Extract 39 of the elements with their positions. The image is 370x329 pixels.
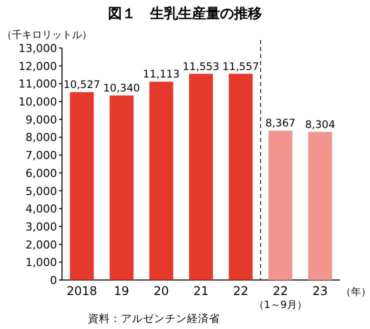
x-tick-label: 22 xyxy=(233,284,248,298)
data-label: 8,367 xyxy=(265,118,296,130)
y-tick-label: 9,000 xyxy=(26,113,57,126)
y-tick-label: 2,000 xyxy=(26,238,57,252)
bar xyxy=(70,92,94,280)
data-label: 11,557 xyxy=(222,60,260,73)
y-tick-label: 0 xyxy=(50,274,57,287)
text: （年） xyxy=(341,286,370,298)
y-tick-label: 13,000 xyxy=(18,42,57,55)
data-label: 11,553 xyxy=(182,60,220,73)
x-tick-label: 21 xyxy=(193,284,209,298)
y-axis-title: （千キロリットル） xyxy=(2,29,92,41)
chart-title: 図１ 生乳生産量の推移 xyxy=(108,5,262,22)
y-tick-label: 10,000 xyxy=(18,96,57,109)
bar xyxy=(149,82,174,280)
y-tick-label: 4,000 xyxy=(26,202,57,216)
y-tick-label: 5,000 xyxy=(26,184,57,198)
y-tick-label: 3,000 xyxy=(26,220,57,234)
y-tick-label: 8,000 xyxy=(26,131,57,144)
y-tick-label: 12,000 xyxy=(18,60,57,73)
data-label: 11,113 xyxy=(142,68,180,81)
x-tick-label: 2018 xyxy=(66,284,98,298)
y-tick-label: 1,000 xyxy=(26,256,57,270)
data-label: 10,340 xyxy=(103,82,140,94)
data-label: 8,304 xyxy=(305,118,336,131)
x-tick-label: 22 （1～9月） xyxy=(254,284,307,311)
x-tick-label: 20 xyxy=(154,284,169,298)
y-tick-label: 11,000 xyxy=(18,78,57,91)
bar xyxy=(228,74,253,280)
x-tick-label: 19 xyxy=(114,284,130,298)
data-label: 10,527 xyxy=(63,79,100,92)
bar xyxy=(189,74,213,280)
bar xyxy=(110,95,134,280)
y-tick-label: 6,000 xyxy=(26,166,57,180)
bar xyxy=(308,132,332,280)
text: 資料：アルゼンチン経済省 xyxy=(88,312,220,325)
y-tick-label: 7,000 xyxy=(26,149,57,162)
bar xyxy=(268,130,292,280)
x-tick-label: 23 xyxy=(312,284,328,298)
